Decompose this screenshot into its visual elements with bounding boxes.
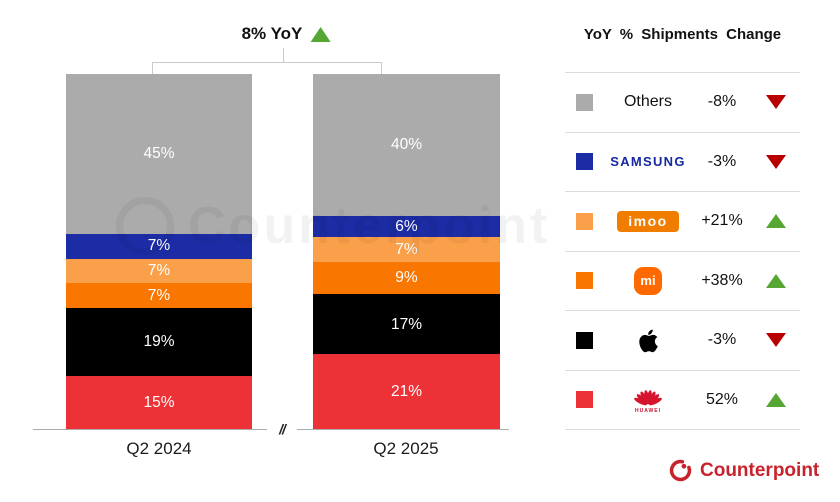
bar-segment-xiaomi-q2-2024: 7% (66, 283, 252, 309)
huawei-logo-text: HUAWEI (635, 407, 661, 414)
legend-row-imoo: imoo +21% (565, 191, 800, 251)
up-triangle-icon (766, 214, 786, 229)
down-triangle-icon (766, 154, 786, 169)
bracket-line (283, 48, 284, 62)
xiaomi-logo: mi (634, 266, 662, 295)
segment-value-label: 6% (395, 217, 418, 235)
legend-row-samsung: SAMSUNG -3% (565, 131, 800, 192)
huawei-logo-icon: HUAWEI (633, 386, 663, 414)
bar-segment-huawei-q2-2025: 21% (313, 354, 500, 429)
bar-segment-imoo-q2-2024: 7% (66, 258, 252, 284)
yoy-change-title: 8% YoY (242, 24, 331, 44)
bracket-line (381, 62, 382, 74)
bar-segment-huawei-q2-2024: 15% (66, 375, 252, 429)
legend-change-value: +38% (701, 271, 743, 289)
segment-value-label: 7% (147, 287, 171, 305)
legend-change-value: -3% (707, 152, 737, 170)
down-triangle-icon (766, 333, 786, 348)
legend-change-value: 52% (705, 390, 739, 408)
legend-row-huawei: HUAWEI 52% (565, 369, 800, 430)
bar-segment-samsung-q2-2024: 7% (66, 233, 252, 259)
legend-swatch-huawei (576, 391, 593, 409)
legend-change-value: +21% (701, 212, 743, 230)
legend-row-others: Others -8% (565, 72, 800, 132)
bracket-line (152, 62, 153, 74)
segment-value-label: 19% (143, 333, 175, 351)
bar-segment-imoo-q2-2025: 7% (313, 237, 500, 263)
x-axis-label-q2-2024: Q2 2024 (126, 439, 192, 458)
bar-segment-others-q2-2024: 45% (66, 74, 252, 234)
bracket-line (152, 62, 381, 63)
legend-swatch-apple (576, 331, 593, 349)
counterpoint-wordmark: Counterpoint (700, 459, 820, 481)
up-triangle-icon (766, 392, 786, 407)
segment-value-label: 7% (147, 262, 171, 280)
segment-value-label: 17% (390, 315, 423, 333)
legend-swatch-samsung (576, 153, 593, 171)
legend-row-xiaomi: mi +38% (565, 250, 800, 311)
down-triangle-icon (766, 95, 786, 110)
bar-segment-others-q2-2025: 40% (313, 74, 500, 216)
segment-value-label: 15% (143, 393, 175, 411)
yoy-change-text: 8% YoY (241, 24, 303, 43)
bar-segment-apple-q2-2024: 19% (66, 308, 252, 376)
segment-value-label: 7% (147, 237, 171, 255)
legend-change-value: -8% (707, 93, 737, 111)
segment-value-label: 21% (390, 382, 423, 400)
axis-break: // (267, 420, 297, 438)
counterpoint-logo: Counterpoint (668, 458, 819, 483)
bar-segment-samsung-q2-2025: 6% (313, 216, 500, 238)
segment-value-label: 9% (395, 269, 418, 287)
segment-value-label: 45% (143, 145, 175, 163)
legend-row-apple: -3% (565, 310, 800, 370)
legend-swatch-others (576, 93, 593, 111)
bar-segment-apple-q2-2025: 17% (313, 294, 500, 355)
legend-swatch-imoo (576, 212, 593, 230)
up-triangle-icon (766, 273, 786, 288)
imoo-logo: imoo (617, 210, 679, 232)
samsung-logo: SAMSUNG (610, 154, 686, 170)
bar-segment-xiaomi-q2-2025: 9% (313, 262, 500, 295)
segment-value-label: 40% (390, 136, 423, 154)
axis-break-symbol: // (279, 421, 286, 437)
legend-rows: Others -8% SAMSUNG -3% imoo +21% mi +38% -3% HUAW… (565, 72, 800, 430)
x-axis-label-q2-2025: Q2 2025 (373, 439, 439, 458)
segment-value-label: 7% (395, 240, 418, 258)
apple-logo-icon (636, 326, 660, 354)
yoy-up-triangle-icon (310, 26, 331, 42)
legend-header: YoY % Shipments Change (583, 26, 782, 43)
bar-q2-2025: 40% 6% 7% 9% 17% 21% (313, 74, 500, 429)
legend-swatch-xiaomi (576, 272, 593, 290)
legend-change-value: -3% (707, 331, 737, 349)
counterpoint-logo-icon (668, 458, 693, 483)
bar-q2-2024: 45% 7% 7% 7% 19% 15% (66, 74, 252, 429)
legend-brand-label: Others (623, 93, 672, 111)
